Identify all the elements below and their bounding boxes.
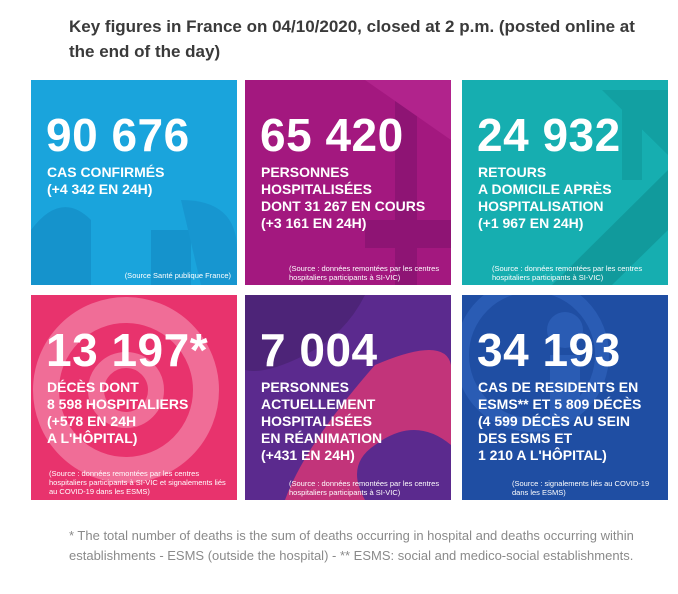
card-returns-home: 24 932 RETOURS A DOMICILE APRÈS HOSPITAL… [462, 80, 668, 285]
intensive-care-description: PERSONNES ACTUELLEMENT HOSPITALISÉES EN … [261, 379, 383, 463]
confirmed-cases-description: CAS CONFIRMÉS (+4 342 EN 24H) [47, 164, 165, 197]
footnote: * The total number of deaths is the sum … [69, 528, 634, 563]
deaths-source: (Source : données remontées par les cent… [49, 469, 226, 496]
card-background-decoration [365, 80, 451, 285]
returns-home-value: 24 932 [477, 109, 621, 161]
key-figures-grid: 90 676 CAS CONFIRMÉS (+4 342 EN 24H) (So… [31, 80, 668, 502]
confirmed-cases-value: 90 676 [46, 109, 190, 161]
esms-source: (Source : signalements liés au COVID-19 … [512, 479, 650, 497]
hospitalised-description: PERSONNES HOSPITALISÉES DONT 31 267 EN C… [261, 164, 426, 231]
card-intensive-care: 7 004 PERSONNES ACTUELLEMENT HOSPITALISÉ… [245, 295, 451, 500]
confirmed-cases-source: (Source Santé publique France) [124, 271, 231, 280]
esms-value: 34 193 [477, 324, 621, 376]
card-confirmed-cases: 90 676 CAS CONFIRMÉS (+4 342 EN 24H) (So… [31, 80, 237, 285]
card-background-decoration [33, 297, 219, 483]
card-esms: 34 193 CAS DE RESIDENTS EN ESMS** ET 5 8… [462, 295, 668, 500]
returns-home-source: (Source : données remontées par les cent… [492, 264, 643, 282]
card-deaths: 13 197* DÉCÈS DONT 8 598 HOSPITALIERS (+… [31, 295, 237, 500]
intensive-care-value: 7 004 [260, 324, 378, 376]
deaths-value: 13 197* [46, 324, 209, 376]
hospitalised-value: 65 420 [260, 109, 404, 161]
card-background-decoration [245, 295, 451, 500]
card-background-decoration [552, 90, 668, 285]
hospitalised-source: (Source : données remontées par les cent… [289, 264, 440, 282]
deaths-description: DÉCÈS DONT 8 598 HOSPITALIERS (+578 EN 2… [47, 379, 189, 446]
card-background-decoration [462, 295, 609, 432]
card-hospitalised: 65 420 PERSONNES HOSPITALISÉES DONT 31 2… [245, 80, 451, 285]
page-title: Key figures in France on 04/10/2020, clo… [69, 17, 635, 61]
returns-home-description: RETOURS A DOMICILE APRÈS HOSPITALISATION… [478, 164, 612, 231]
esms-description: CAS DE RESIDENTS EN ESMS** ET 5 809 DÉCÈ… [478, 379, 642, 463]
intensive-care-source: (Source : données remontées par les cent… [289, 479, 440, 497]
card-background-decoration [31, 200, 237, 285]
